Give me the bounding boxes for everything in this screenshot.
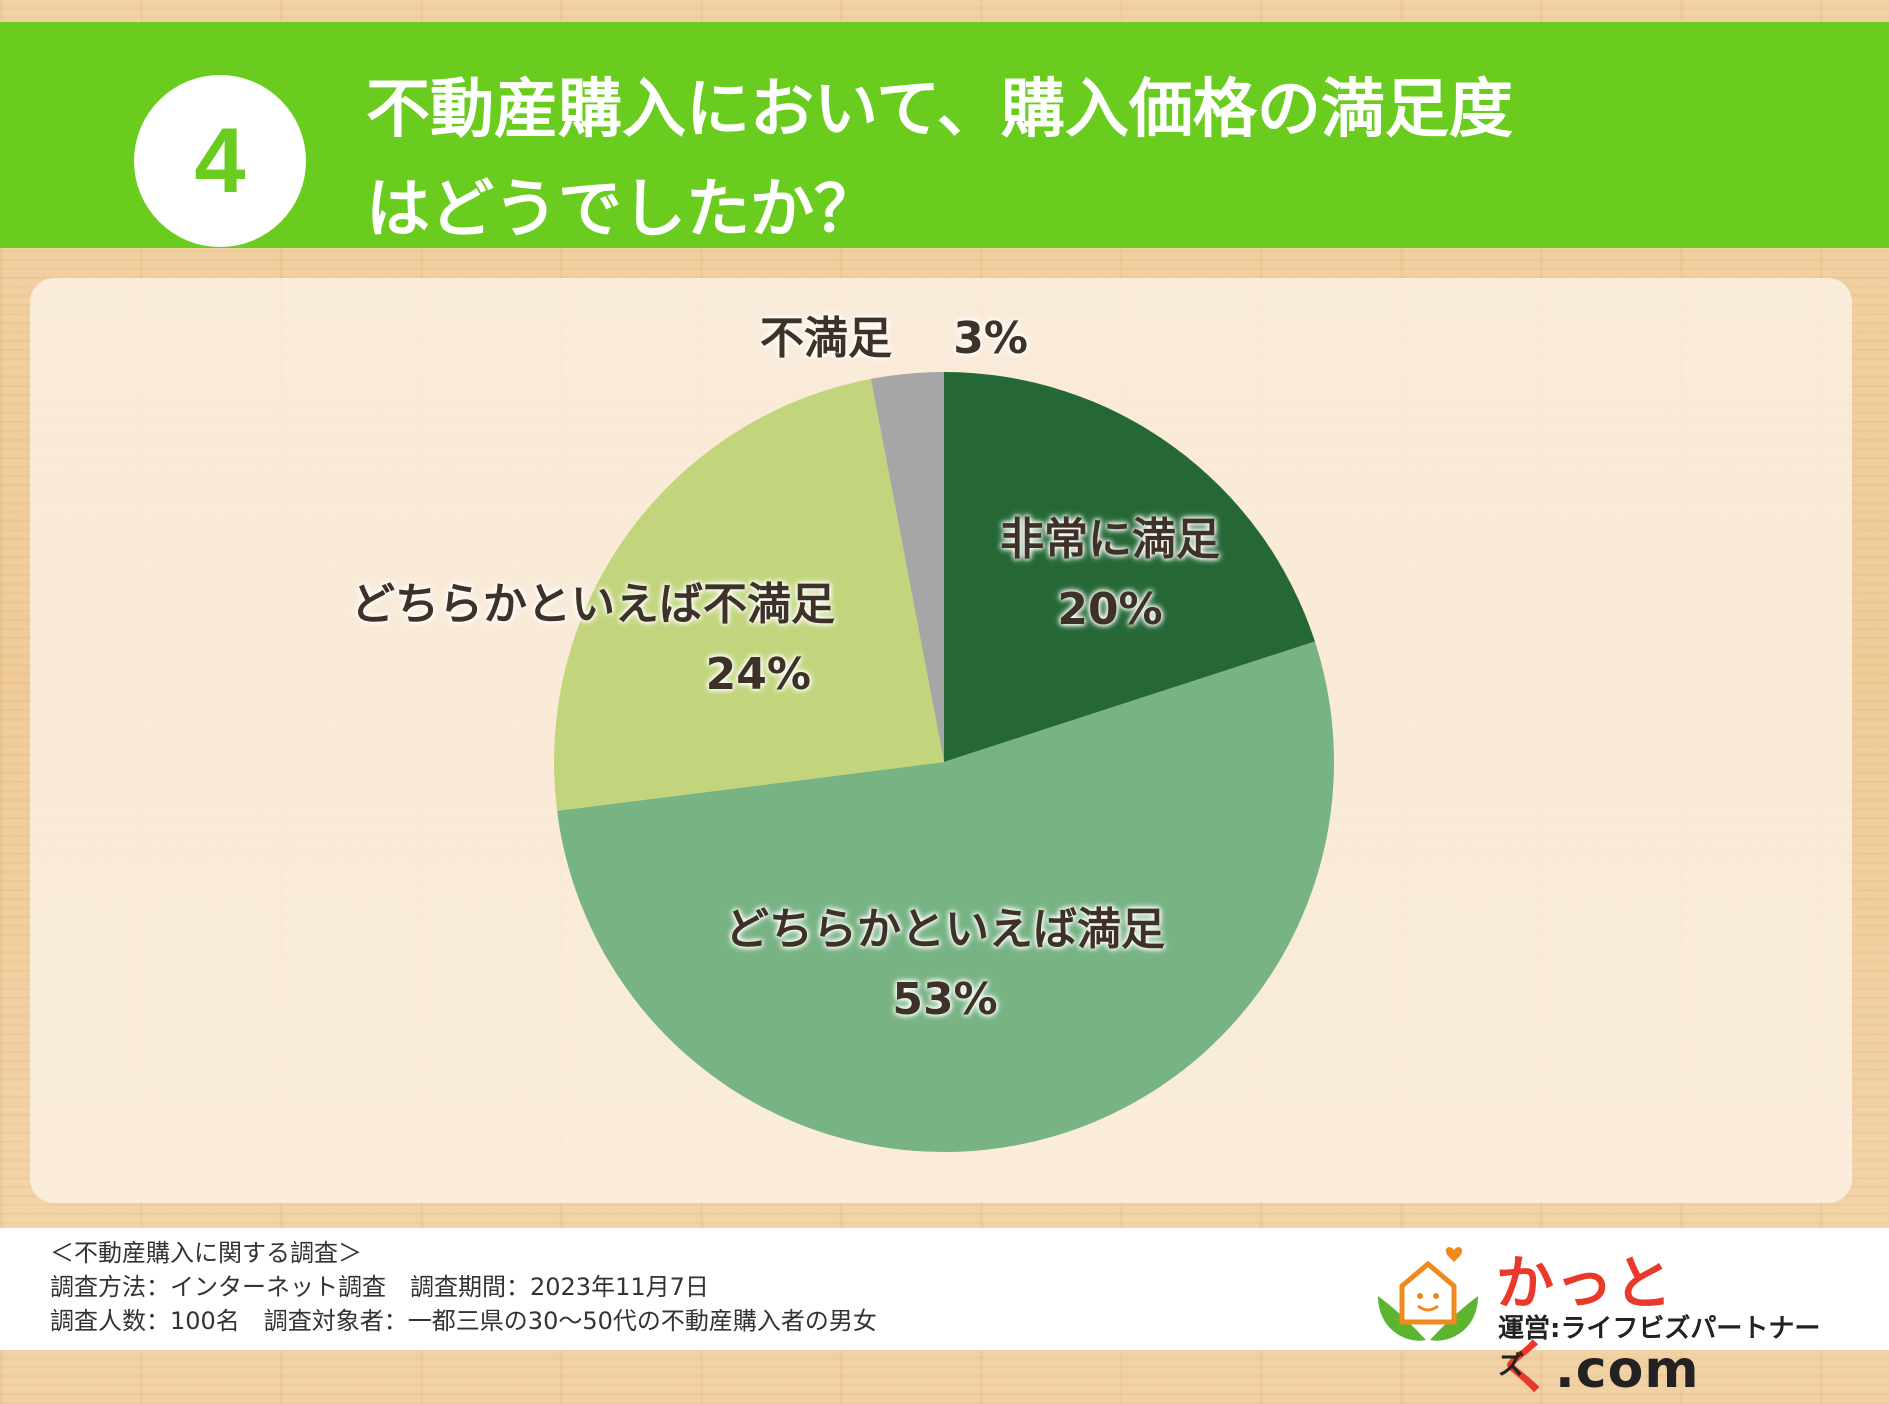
survey-info: ＜不動産購入に関する調査＞ 調査方法：インターネット調査 調査期間：2023年1… — [50, 1236, 877, 1338]
title-banner: 4 不動産購入において、購入価格の満足度 はどうでしたか？ — [0, 22, 1889, 248]
slice-name-unsatisfied: 不満足 — [760, 313, 892, 364]
slice-label-unsatisfied: 不満足 3% — [760, 302, 1028, 366]
company-logo: かっとく.com 運営:ライフビズパートナーズ — [1368, 1236, 1838, 1401]
survey-title: ＜不動産購入に関する調査＞ — [50, 1239, 362, 1267]
chart-title: 不動産購入において、購入価格の満足度 はどうでしたか？ — [366, 60, 1766, 260]
slice-value-very-satisfied: 20% — [1057, 584, 1163, 635]
slice-value-somewhat-unsatisfied: 24% — [705, 649, 811, 700]
slice-label-somewhat-satisfied: どちらかといえば満足 53% — [700, 895, 1190, 1035]
survey-method-period: 調査方法：インターネット調査 調査期間：2023年11月7日 — [50, 1273, 709, 1301]
slice-name-very-satisfied: 非常に満足 — [1000, 514, 1220, 565]
chart-title-line1: 不動産購入において、購入価格の満足度 — [366, 73, 1513, 147]
slice-value-somewhat-satisfied: 53% — [892, 974, 998, 1025]
house-leaf-icon — [1378, 1247, 1478, 1341]
slice-name-somewhat-satisfied: どちらかといえば満足 — [725, 904, 1165, 955]
slice-label-somewhat-unsatisfied: どちらかといえば不満足 24% — [305, 570, 835, 710]
slice-name-somewhat-unsatisfied: どちらかといえば不満足 — [351, 579, 835, 630]
pie-slice-somewhat-satisfied — [557, 641, 1334, 1152]
pie-chart — [553, 372, 1334, 1152]
slice-label-very-satisfied: 非常に満足 20% — [985, 505, 1235, 645]
slice-value-unsatisfied: 3% — [953, 313, 1028, 364]
question-number-badge: 4 — [134, 75, 306, 247]
question-number: 4 — [194, 109, 246, 212]
footer: ＜不動産購入に関する調査＞ 調査方法：インターネット調査 調査期間：2023年1… — [0, 1228, 1889, 1401]
pie-slice-unsatisfied — [870, 372, 944, 762]
logo-operator: 運営:ライフビズパートナーズ — [1498, 1314, 1821, 1381]
pie-slice-very-satisfied — [944, 372, 1315, 762]
chart-title-line2: はどうでしたか？ — [366, 173, 878, 247]
survey-sample: 調査人数：100名 調査対象者：一都三県の30〜50代の不動産購入者の男女 — [50, 1307, 877, 1335]
pie-slice-somewhat-unsatisfied — [553, 378, 944, 811]
